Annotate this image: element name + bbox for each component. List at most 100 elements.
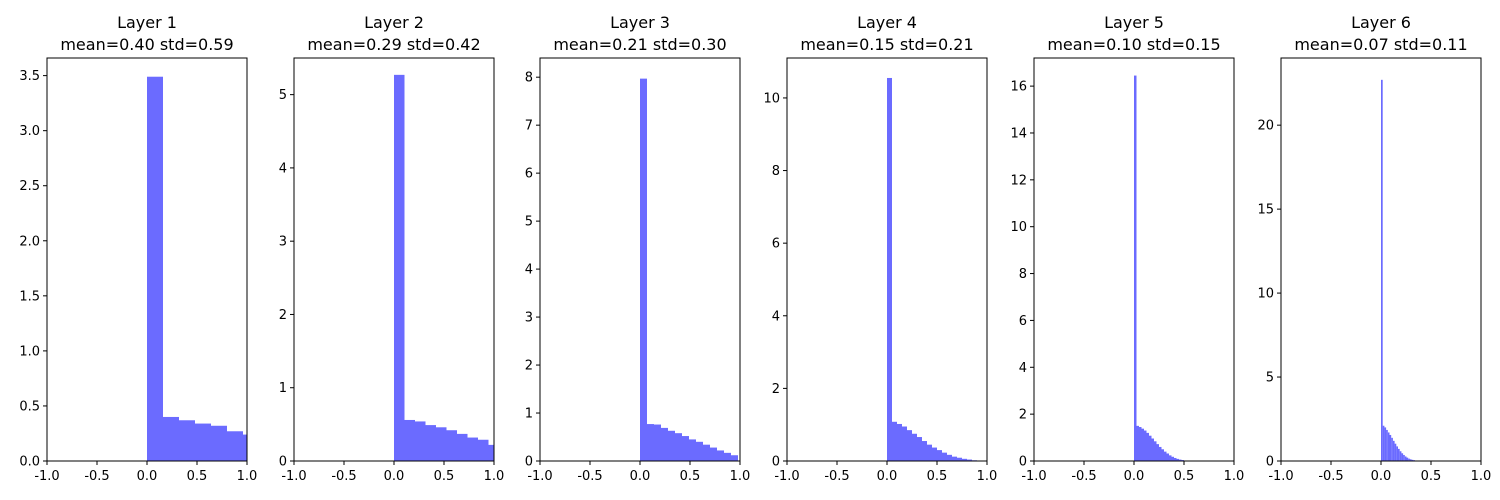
histogram-bar (1398, 448, 1400, 461)
y-tick-label: 1 (525, 407, 533, 422)
x-tick-label: -0.5 (1071, 469, 1096, 484)
histogram-bar (932, 447, 937, 461)
y-tick-label: 5 (279, 88, 287, 103)
subplot-title: Layer 3 (610, 13, 670, 32)
histogram-bar (1149, 435, 1152, 461)
subplot-subtitle: mean=0.21 std=0.30 (553, 35, 726, 54)
histogram-bar (703, 444, 710, 461)
histogram-bar (1406, 457, 1409, 461)
histogram-bar (404, 419, 415, 461)
x-tick-label: -0.5 (84, 469, 109, 484)
histogram-bars (887, 77, 987, 461)
x-tick-label: -0.5 (331, 469, 356, 484)
subplot-title: Layer 6 (1351, 13, 1411, 32)
histogram-bar (1166, 453, 1169, 461)
histogram-bar (179, 420, 195, 461)
histogram-bar (937, 450, 942, 461)
histogram-bar (957, 457, 962, 461)
histogram-bar (675, 433, 682, 461)
x-tick-label: 0.0 (877, 469, 898, 484)
y-tick-label: 10 (1257, 287, 1274, 302)
histogram-bar (195, 423, 211, 461)
y-tick-label: 0 (279, 455, 287, 470)
histogram-bar (710, 447, 717, 461)
x-tick-label: -1.0 (1268, 469, 1293, 484)
histogram-bar (897, 423, 902, 461)
histogram-bar (947, 454, 952, 461)
histogram-bar (1159, 446, 1162, 461)
histogram-bar (446, 430, 457, 461)
subplot-subtitle: mean=0.40 std=0.59 (60, 35, 233, 54)
subplot-layer-3: Layer 3 mean=0.21 std=0.30 -1.0 -0.5 0.0 0.5 1… (525, 13, 751, 484)
x-tick-label: 1.0 (730, 469, 751, 484)
y-tick-label: 0 (1019, 455, 1027, 470)
y-tick-label: 12 (1010, 173, 1027, 188)
histogram-bar (227, 431, 243, 461)
histogram-bar (654, 424, 661, 461)
histogram-bar (1144, 430, 1147, 461)
histogram-bar (147, 76, 163, 462)
y-tick-label: 2.0 (19, 234, 40, 249)
y-tick-label: 0.0 (19, 455, 40, 470)
histogram-bar (1381, 79, 1383, 462)
histogram-bar (211, 425, 227, 461)
histogram-bar (1404, 456, 1407, 461)
y-tick-label: 6 (525, 167, 533, 182)
histogram-bars (394, 74, 494, 462)
histogram-bar (917, 437, 922, 461)
histogram-bar (1399, 451, 1402, 461)
histogram-bar (1394, 443, 1397, 461)
x-tick-label: 0.5 (927, 469, 948, 484)
y-tick-label: 2 (1019, 408, 1027, 423)
y-tick-label: 6 (772, 237, 780, 252)
subplot-layer-6: Layer 6 mean=0.07 std=0.11 -1.0 -0.5 0.0 0.5 1… (1257, 13, 1491, 484)
histogram-bar (467, 437, 478, 461)
histogram-bar (640, 78, 647, 461)
histogram-bars (1381, 79, 1432, 462)
histogram-bar (1171, 456, 1174, 461)
x-tick-label: 1.0 (1224, 469, 1245, 484)
histogram-bars (1134, 75, 1189, 461)
histogram-bar (922, 441, 927, 461)
subplot-title: Layer 4 (857, 13, 917, 32)
histogram-bar (912, 433, 917, 461)
y-tick-label: 8 (772, 164, 780, 179)
histogram-bar (1401, 453, 1404, 461)
x-tick-label: -1.0 (774, 469, 799, 484)
x-tick-label: 0.0 (1371, 469, 1392, 484)
y-tick-label: 3.0 (19, 124, 40, 139)
histogram-bar (1176, 458, 1179, 461)
histogram-bar (1156, 444, 1159, 461)
histogram-bar (717, 450, 724, 461)
y-tick-label: 0 (1266, 455, 1274, 470)
histogram-bar (696, 441, 703, 461)
y-tick-label: 14 (1010, 126, 1027, 141)
histogram-bar (1139, 427, 1142, 461)
x-tick-label: -1.0 (1021, 469, 1046, 484)
y-tick-label: 7 (525, 119, 533, 134)
histogram-bar (967, 459, 972, 461)
subplot-layer-1: Layer 1 mean=0.40 std=0.59 -1.0 -0.5 0.0 0.5 1… (19, 13, 257, 484)
histogram-bar (436, 427, 447, 461)
x-tick-label: -0.5 (577, 469, 602, 484)
histogram-bar (1164, 451, 1167, 461)
x-tick-label: 0.5 (680, 469, 701, 484)
x-tick-label: 0.5 (1174, 469, 1195, 484)
histogram-bar (1161, 449, 1164, 461)
histogram-bar (731, 455, 738, 461)
histogram-bar (1384, 427, 1387, 461)
x-tick-label: 0.5 (1421, 469, 1442, 484)
x-tick-label: 0.0 (137, 469, 158, 484)
y-tick-label: 1 (279, 381, 287, 396)
histogram-bar (689, 439, 696, 461)
histogram-bar (1134, 75, 1137, 461)
histogram-bar (457, 433, 468, 461)
y-tick-label: 2 (525, 359, 533, 374)
histogram-bar (962, 458, 967, 461)
y-tick-label: 16 (1010, 80, 1027, 95)
y-tick-label: 4 (279, 161, 287, 176)
histogram-bar (1403, 454, 1405, 461)
histogram-bars (147, 76, 247, 462)
histogram-bar (1146, 432, 1149, 461)
